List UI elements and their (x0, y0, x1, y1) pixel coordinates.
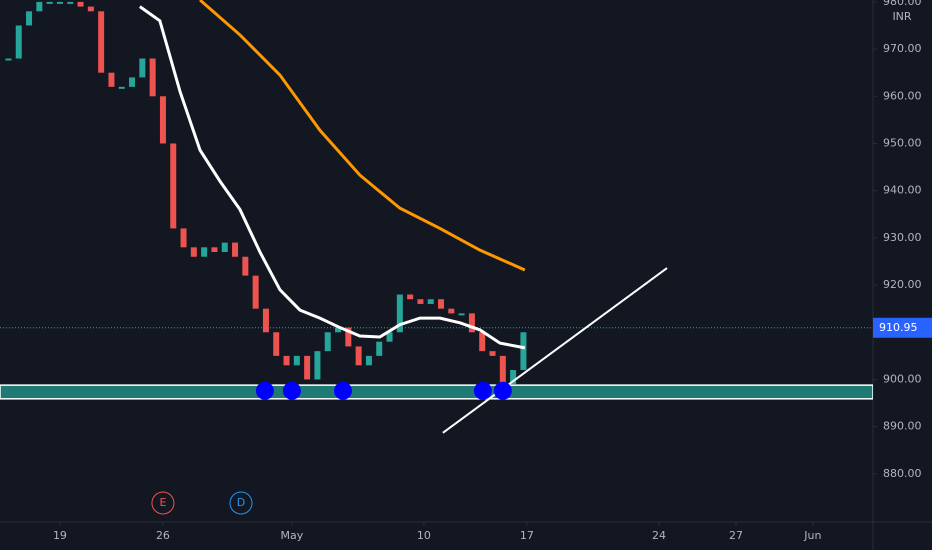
price-bar (118, 86, 125, 89)
y-tick-label: 930.00 (883, 231, 922, 244)
price-bar (46, 1, 53, 4)
price-bar (262, 308, 269, 333)
price-bar (221, 242, 228, 253)
price-bar (159, 96, 166, 144)
last-price-label: 910.95 (879, 321, 918, 334)
price-bar (304, 355, 311, 380)
price-bar (438, 299, 445, 309)
price-bar (458, 313, 465, 316)
y-tick-label: 900.00 (883, 372, 922, 385)
support-zone (0, 384, 873, 400)
x-tick-label: 26 (156, 529, 170, 542)
y-tick-label: 890.00 (883, 420, 922, 433)
x-tick-label: 17 (520, 529, 534, 542)
touch-point (255, 381, 274, 400)
price-bar (396, 294, 403, 333)
price-bar (407, 294, 414, 300)
price-bar (324, 332, 331, 352)
price-bar (427, 299, 434, 304)
event-label: D (237, 496, 245, 509)
price-bar (499, 355, 506, 385)
price-bar (139, 58, 146, 78)
price-bar (129, 77, 136, 87)
currency: INR (892, 10, 911, 23)
touch-point (333, 381, 352, 400)
touch-point (282, 381, 301, 400)
y-tick-label: 950.00 (883, 136, 922, 149)
price-bar (314, 351, 321, 380)
price-bar (345, 327, 352, 347)
price-bar (520, 332, 527, 371)
touch-point (493, 381, 512, 400)
y-tick-label: 880.00 (883, 467, 922, 480)
x-tick-label: 27 (729, 529, 743, 542)
event-marker (151, 491, 175, 515)
plot (0, 0, 873, 434)
y-tick-label: 970.00 (883, 42, 922, 55)
moving-average (199, 0, 526, 272)
event-marker (229, 491, 253, 515)
x-tick-label: 10 (417, 529, 431, 542)
price-bar (252, 275, 259, 309)
y-tick-label: 920.00 (883, 278, 922, 291)
x-tick-label: 24 (652, 529, 666, 542)
x-tick-label: Jun (803, 529, 821, 542)
price-bar (386, 332, 393, 342)
x-tick-label: 19 (53, 529, 67, 542)
moving-average (139, 5, 526, 350)
y-tick-label: 940.00 (883, 184, 922, 197)
price-bar (376, 341, 383, 356)
price-bar (355, 346, 362, 366)
price-bar (448, 308, 455, 314)
price-bar (479, 332, 486, 352)
price-bar (232, 242, 239, 257)
price-bar (335, 327, 342, 333)
price-bar (56, 1, 63, 4)
price-bar (67, 1, 74, 4)
price-bar (15, 25, 22, 59)
event-label: E (159, 496, 166, 509)
price-bar (283, 355, 290, 366)
price-bar (468, 313, 475, 333)
price-bar (108, 72, 115, 87)
price-bar (98, 11, 105, 73)
price-bar (211, 247, 218, 253)
price-bar (36, 1, 43, 12)
y-tick-label: 960.00 (883, 89, 922, 102)
price-bar (293, 355, 300, 366)
price-bar (417, 299, 424, 304)
price-bar (190, 247, 197, 257)
x-tick-label: May (281, 529, 304, 542)
price-bar (149, 58, 156, 97)
touch-point (473, 381, 492, 400)
price-bar (365, 355, 372, 366)
price-bar (273, 332, 280, 356)
price-bar (201, 247, 208, 257)
trendline (442, 267, 668, 434)
price-bar (242, 256, 249, 276)
price-bar (510, 370, 517, 385)
price-bar (26, 11, 33, 26)
price-bar (180, 228, 187, 248)
price-bar (77, 1, 84, 7)
price-bar (5, 58, 12, 61)
last-price-tag (873, 317, 932, 338)
price-bar (489, 351, 496, 356)
y-tick-label: 980.00 (883, 0, 922, 8)
price-bar (170, 143, 177, 229)
price-bar (87, 6, 94, 12)
